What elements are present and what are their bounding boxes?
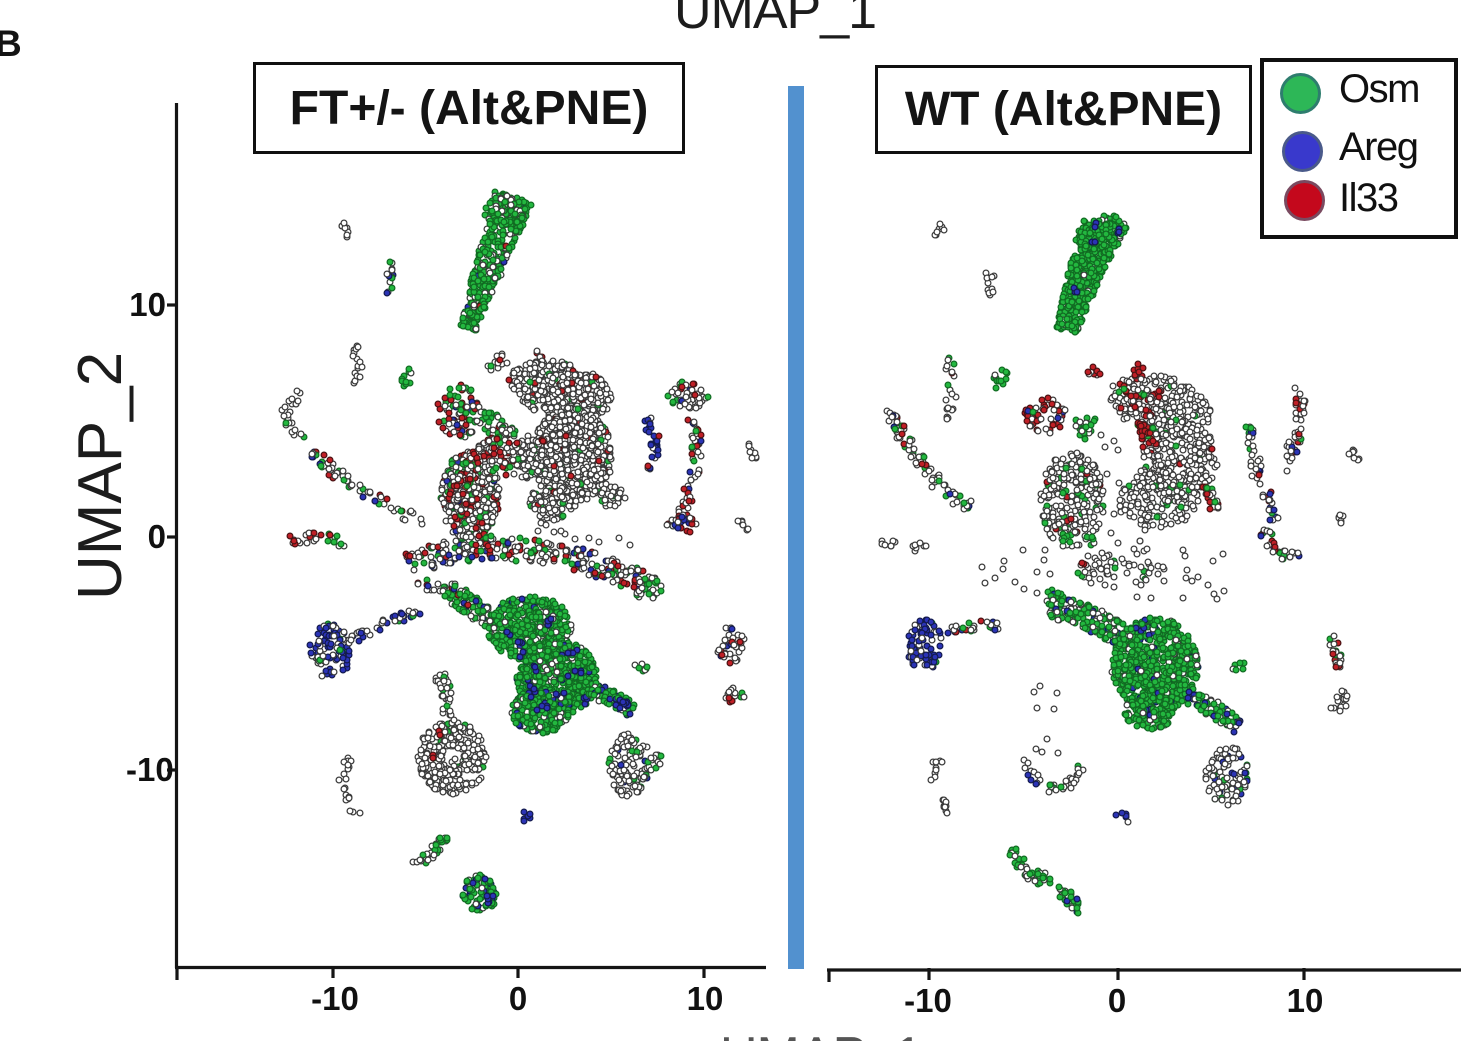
svg-text:UMAP_2: UMAP_2 (66, 352, 135, 600)
